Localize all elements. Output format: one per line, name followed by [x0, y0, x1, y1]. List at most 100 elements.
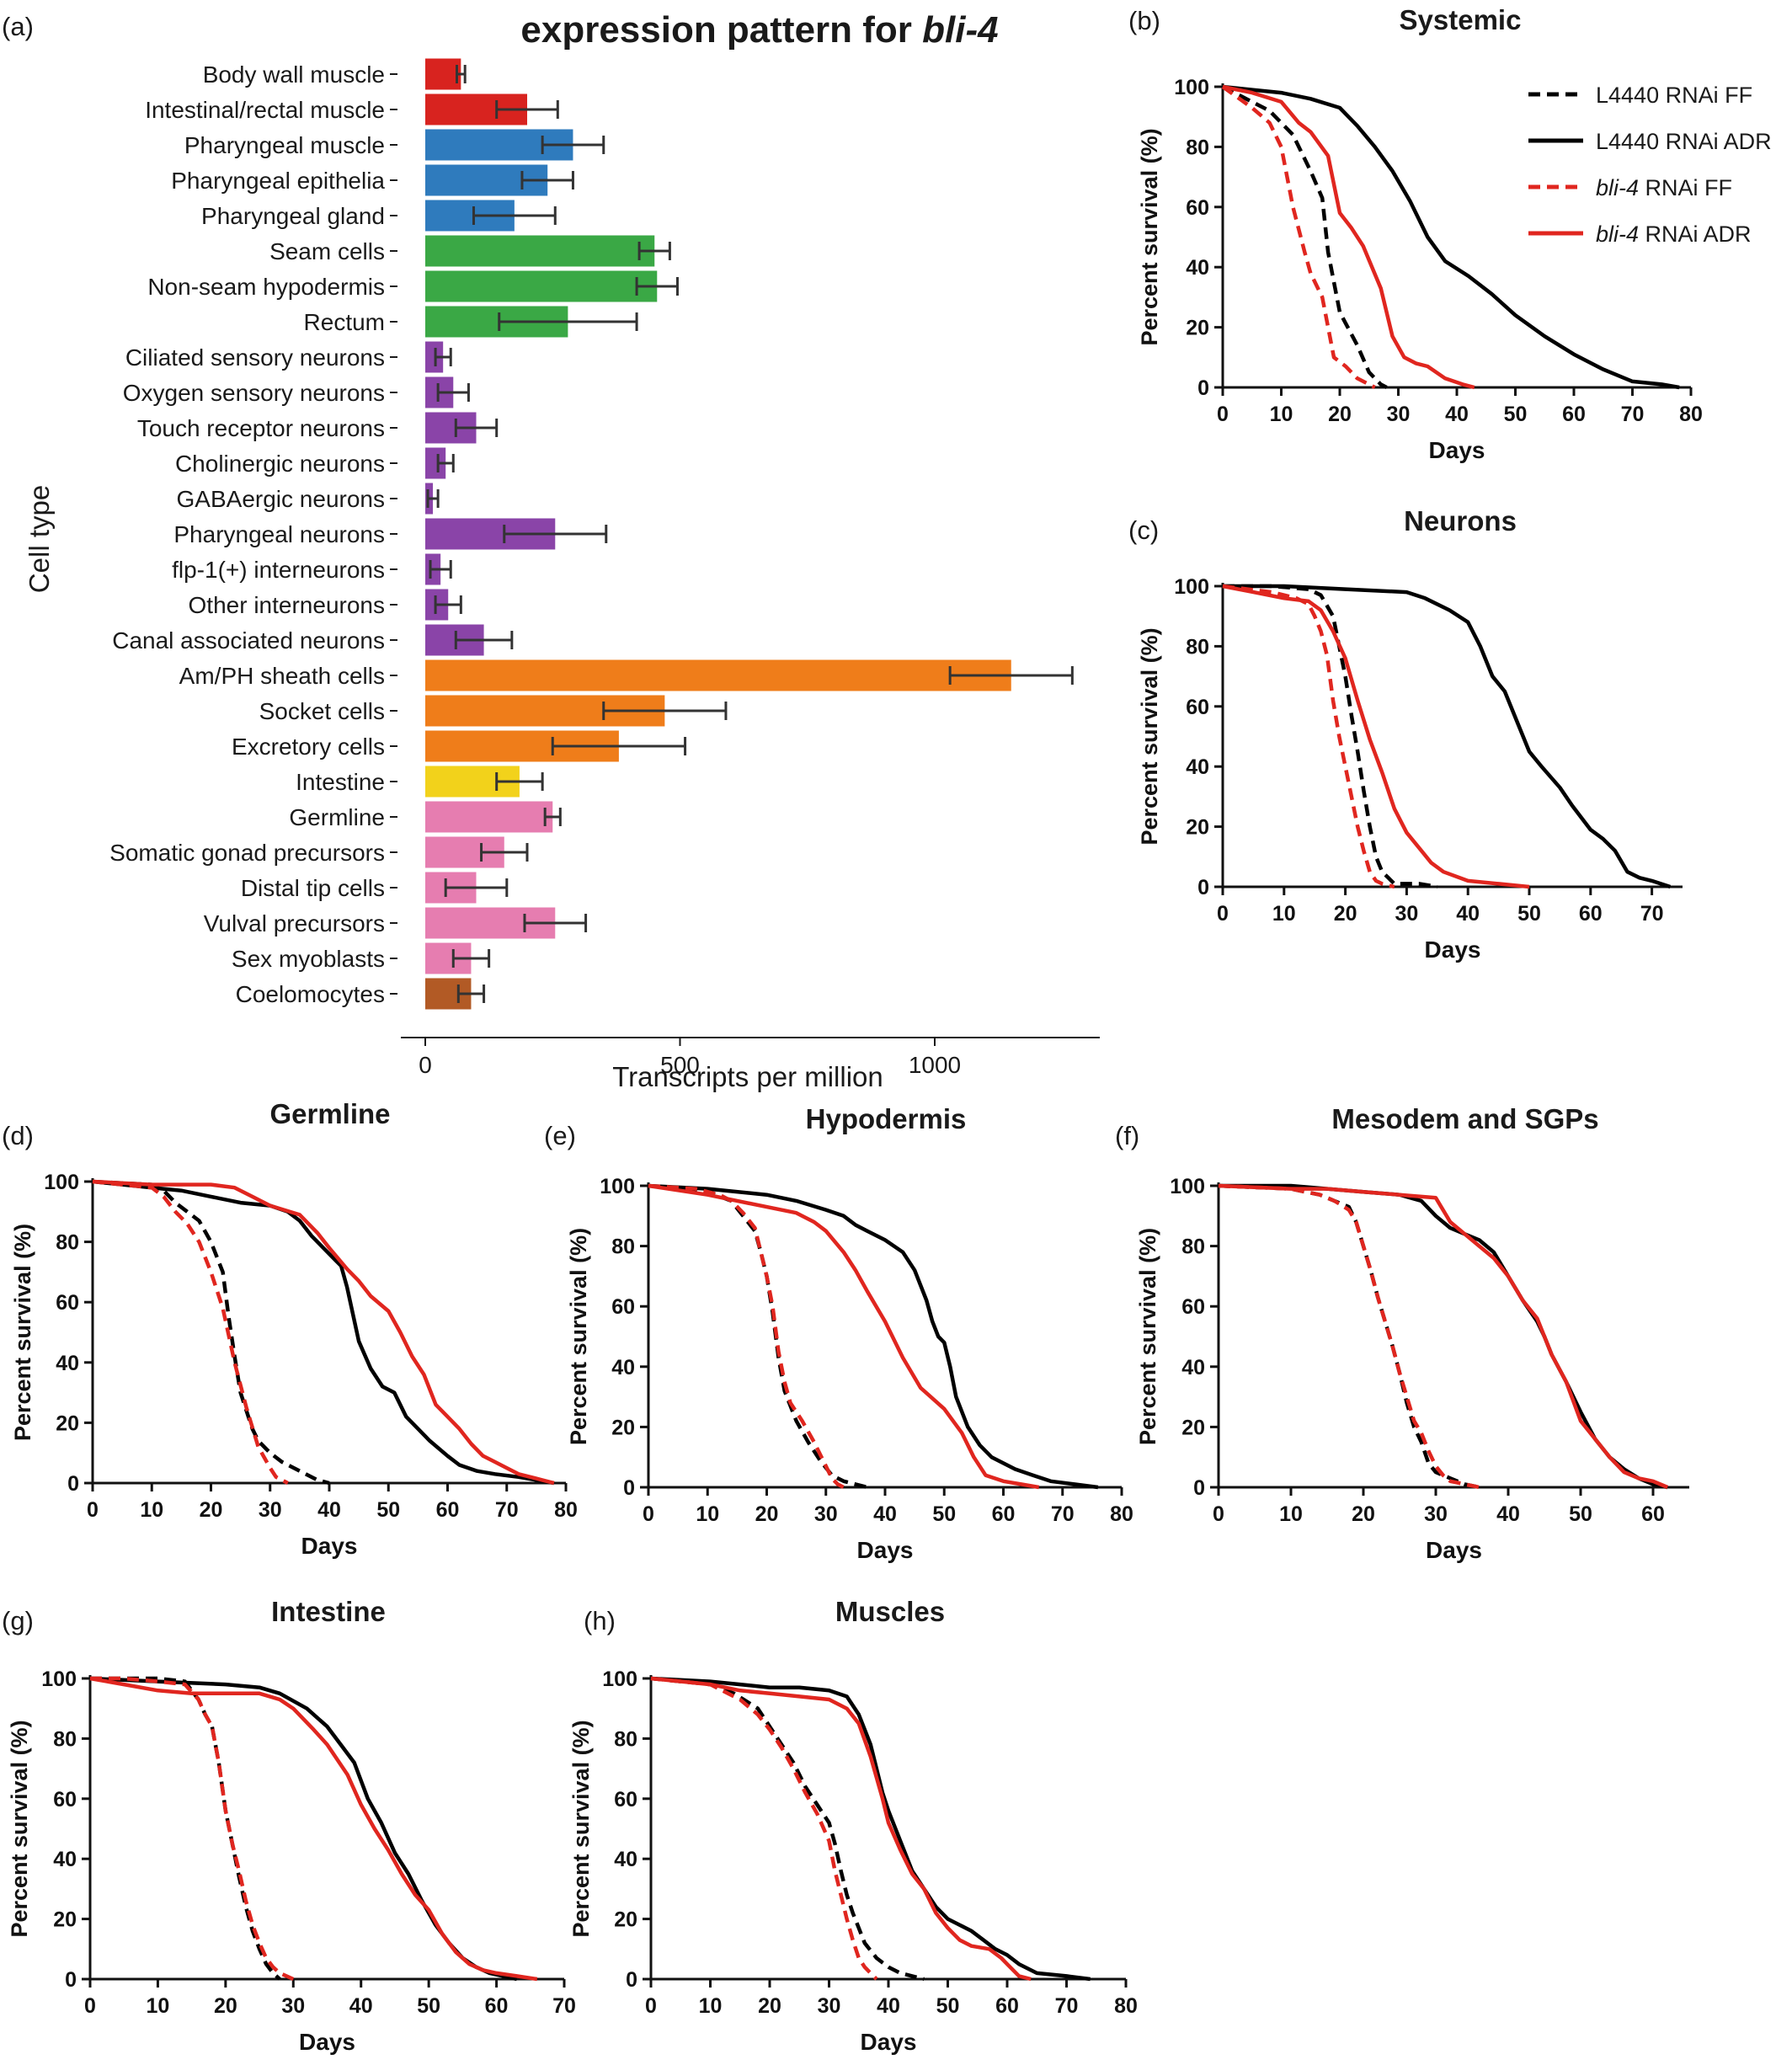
category-label: Other interneurons [189, 592, 385, 618]
category-label: Pharyngeal neurons [173, 521, 385, 547]
x-tick-label: 10 [699, 1994, 723, 2018]
x-tick-label: 80 [1114, 1994, 1138, 2018]
x-tick-label: 0 [1213, 1502, 1224, 1526]
series-line [650, 1676, 925, 1982]
legend-label: L4440 RNAi FF [1596, 83, 1752, 108]
x-tick-label: 70 [1640, 902, 1664, 926]
category-label: Excretory cells [232, 734, 385, 760]
panel-a-title: expression pattern for bli-4 [520, 9, 998, 51]
series-line [90, 1676, 281, 1981]
x-tick-label: 20 [214, 1994, 237, 2018]
y-tick-label: 100 [1174, 76, 1209, 99]
y-tick-label: 20 [611, 1416, 635, 1439]
legend-gene: bli-4 [1596, 175, 1645, 200]
panel-d-title: Germline [269, 1098, 390, 1129]
y-tick-label: 0 [1197, 376, 1209, 400]
series-line [1221, 85, 1376, 389]
category-label: Am/PH sheath cells [179, 663, 385, 689]
x-tick-label: 30 [1424, 1502, 1448, 1526]
x-axis-label: Days [1429, 437, 1485, 463]
category-label: Pharyngeal gland [201, 203, 385, 229]
x-tick-label: 0 [643, 1502, 654, 1526]
y-axis-label: Percent survival (%) [1135, 1228, 1160, 1445]
x-tick-label: 30 [281, 1994, 305, 2018]
x-tick-label: 70 [1055, 1994, 1079, 2018]
panel-g-title: Intestine [271, 1596, 386, 1627]
x-tick-label: 20 [1352, 1502, 1375, 1526]
y-axis-label: Percent survival (%) [10, 1224, 35, 1441]
series-line [648, 1183, 1040, 1490]
category-label: Canal associated neurons [112, 627, 385, 654]
x-tick-label: 10 [1270, 403, 1293, 426]
x-tick-label: 40 [1456, 902, 1480, 926]
panel-c-title: Neurons [1404, 505, 1517, 536]
x-tick-label: 40 [349, 1994, 373, 2018]
x-tick-label: 30 [818, 1994, 841, 2018]
x-tick-label: 20 [200, 1498, 223, 1522]
bar [425, 801, 553, 833]
x-tick-label: 40 [1496, 1502, 1520, 1526]
category-label: Coelomocytes [236, 981, 385, 1007]
y-tick-label: 100 [41, 1667, 77, 1691]
x-tick-label: 10 [696, 1502, 719, 1526]
series-line [92, 1179, 330, 1486]
panel-c: (c) Neurons 0 20 40 60 80 100 0 10 20 30 40 50 60 70 Day… [1128, 505, 1683, 963]
x-tick-label: 50 [932, 1502, 956, 1526]
series-line [92, 1179, 555, 1486]
x-tick-label: 30 [1387, 403, 1411, 426]
x-tick-label: 20 [1334, 902, 1357, 926]
panel-b-letter: (b) [1128, 6, 1160, 35]
series-line [648, 1183, 845, 1490]
y-tick-label: 40 [56, 1352, 79, 1375]
category-label: Somatic gonad precursors [109, 840, 385, 866]
series-line [1219, 1183, 1668, 1490]
x-tick-label: 30 [259, 1498, 282, 1522]
y-tick-label: 60 [56, 1291, 79, 1315]
x-axis-label: Days [1425, 936, 1481, 963]
x-tick-label: 10 [147, 1994, 170, 2018]
x-axis-label: Days [299, 2029, 355, 2055]
x-tick-label: 0 [87, 1498, 99, 1522]
bar [425, 341, 444, 373]
series-line [648, 1183, 868, 1490]
x-tick-label: 40 [317, 1498, 341, 1522]
legend-label: L4440 RNAi ADR [1596, 129, 1772, 154]
series-line [1223, 584, 1672, 889]
series-line [650, 1676, 878, 1981]
panel-f-title: Mesodem and SGPs [1331, 1103, 1598, 1134]
category-label: Germline [289, 804, 385, 830]
y-axis-label: Percent survival (%) [566, 1228, 591, 1445]
panel-e-title: Hypodermis [806, 1103, 967, 1134]
panel-a-title-gene: bli-4 [922, 9, 998, 51]
y-tick-label: 80 [1186, 635, 1209, 659]
category-label: Cholinergic neurons [175, 451, 385, 477]
bar [425, 659, 1011, 691]
series-line [92, 1179, 289, 1486]
legend-text: L4440 RNAi ADR [1596, 129, 1772, 154]
x-tick-label: 20 [1328, 403, 1352, 426]
x-tick-label: 10 [140, 1498, 163, 1522]
panel-g: (g) Intestine 0 20 40 60 80 100 0 10 20 30 40 50 60 70 D… [2, 1596, 576, 2055]
series-line [650, 1676, 1032, 1982]
x-tick-label: 60 [436, 1498, 460, 1522]
x-axis-label: Days [861, 2029, 917, 2055]
category-label: Body wall muscle [203, 61, 385, 88]
x-axis-label: Days [1426, 1537, 1482, 1563]
legend: L4440 RNAi FF L4440 RNAi ADR bli-4 RNAi FF… [1528, 83, 1772, 247]
panel-h-letter: (h) [584, 1606, 616, 1635]
x-tick-label: 60 [485, 1994, 509, 2018]
series-line [1218, 1183, 1480, 1490]
y-tick-label: 20 [1186, 816, 1209, 840]
series-line [1222, 84, 1680, 390]
bar [425, 270, 658, 302]
category-label: Vulval precursors [204, 910, 385, 936]
y-tick-label: 80 [56, 1231, 79, 1255]
legend-gene: bli-4 [1596, 221, 1645, 247]
series-line [650, 1676, 1091, 1982]
legend-text: RNAi ADR [1645, 221, 1752, 247]
x-tick-label: 20 [758, 1994, 781, 2018]
category-label: Seam cells [269, 238, 385, 264]
x-tick-label: 50 [1504, 403, 1528, 426]
panel-e-letter: (e) [544, 1121, 576, 1150]
